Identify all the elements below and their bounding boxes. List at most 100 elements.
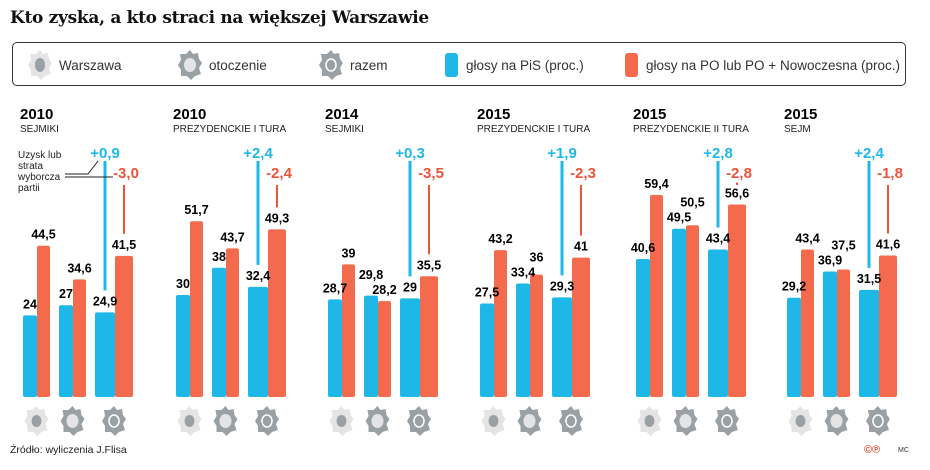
value-label-po: 59,4	[644, 177, 668, 191]
warszawa-map-icon	[788, 406, 813, 436]
bar-po-Warszawa	[342, 264, 355, 397]
bar-po-Warszawa	[650, 195, 663, 397]
value-label-pis: 28,7	[323, 281, 347, 295]
source-note: Źródło: wyliczenia J.Flisa	[10, 444, 127, 456]
otoczenie-map-icon	[517, 406, 542, 436]
legend-item-pis: głosy na PiS (proc.)	[445, 43, 584, 87]
bar-pis-razem	[248, 286, 268, 397]
legend-item-po: głosy na PO lub PO + Nowoczesna (proc.)	[625, 43, 900, 87]
legend-label: głosy na PO lub PO + Nowoczesna (proc.)	[646, 57, 900, 73]
panel-election: SEJMIKI	[325, 124, 364, 135]
legend-label: otoczenie	[209, 57, 267, 73]
bar-pis-otoczenie	[59, 305, 73, 397]
value-label-po: 37,5	[831, 239, 855, 253]
value-label-po: 56,6	[725, 187, 749, 201]
bar-pis-razem	[552, 297, 572, 397]
otoczenie-map-icon	[213, 406, 238, 436]
pis-change-label: +2,4	[243, 145, 273, 162]
value-label-po: 51,7	[184, 203, 208, 217]
panel-year: 2015	[633, 106, 666, 123]
value-label-po: 43,2	[488, 232, 512, 246]
bar-pis-razem	[95, 312, 115, 397]
value-label-po: 36	[530, 250, 544, 264]
panel-year: 2010	[20, 106, 53, 123]
po-change-label: -3,5	[418, 165, 444, 182]
value-label-po: 43,7	[220, 230, 244, 244]
warszawa-map-icon	[28, 50, 52, 80]
bar-po-razem	[115, 255, 133, 397]
bar-po-razem	[728, 204, 746, 397]
legend-label: Warszawa	[59, 57, 122, 73]
warszawa-map-icon	[329, 406, 354, 436]
bar-po-otoczenie	[378, 301, 391, 397]
value-label-pis: 29	[403, 280, 417, 294]
panel-year: 2014	[325, 106, 359, 123]
warszawa-map-icon	[481, 406, 506, 436]
razem-map-icon	[559, 406, 583, 436]
bar-po-razem	[420, 276, 438, 397]
bar-po-otoczenie	[226, 248, 239, 397]
bar-pis-Warszawa	[176, 295, 190, 397]
legend-label: głosy na PiS (proc.)	[466, 57, 584, 73]
bar-pis-otoczenie	[672, 228, 686, 397]
value-label-po: 35,5	[417, 258, 441, 272]
po-change-label: -2,4	[266, 165, 293, 182]
value-label-po: 44,5	[31, 228, 55, 242]
razem-map-icon	[319, 50, 343, 80]
bar-po-Warszawa	[37, 245, 50, 397]
value-label-pis: 30	[176, 277, 190, 291]
value-label-pis: 36,9	[818, 254, 842, 268]
bar-po-otoczenie	[837, 269, 850, 397]
bar-po-razem	[572, 257, 590, 397]
legend-item-warszawa: Warszawa	[27, 43, 122, 87]
pis-change-label: +2,8	[703, 145, 733, 162]
bar-pis-razem	[708, 249, 728, 397]
value-label-pis: 24	[23, 297, 37, 311]
razem-map-icon	[255, 406, 279, 436]
bar-pis-otoczenie	[212, 267, 226, 397]
value-label-po: 41,5	[112, 238, 136, 252]
razem-map-icon	[102, 406, 126, 436]
value-label-po: 50,5	[680, 196, 704, 210]
pis-change-label: +1,9	[547, 145, 577, 162]
panel-election: PREZYDENCKIE I TURA	[477, 124, 590, 135]
panel-year: 2010	[173, 106, 206, 123]
panel-election: SEJMIKI	[20, 124, 59, 135]
value-label-pis: 32,4	[246, 269, 270, 283]
value-label-pis: 29,8	[359, 268, 383, 282]
bar-pis-Warszawa	[23, 315, 37, 397]
value-label-pis: 33,4	[511, 265, 535, 279]
warszawa-map-icon	[24, 406, 49, 436]
value-label-pis: 27,5	[475, 286, 499, 300]
pis-change-label: +2,4	[854, 145, 884, 162]
otoczenie-map-icon	[178, 50, 202, 80]
razem-map-icon	[866, 406, 890, 436]
bar-po-otoczenie	[73, 279, 86, 397]
legend: Warszawa otoczenie razem głosy na PiS (p…	[12, 42, 906, 86]
otoczenie-map-icon	[365, 406, 390, 436]
bar-po-otoczenie	[530, 274, 543, 397]
value-label-pis: 29,3	[550, 279, 574, 293]
bar-pis-otoczenie	[364, 295, 378, 397]
panel-election: PREZYDENCKIE II TURA	[633, 124, 749, 135]
bar-po-Warszawa	[190, 221, 203, 397]
panel-year: 2015	[477, 106, 510, 123]
po-change-label: -1,8	[877, 165, 903, 182]
value-label-po: 34,6	[67, 261, 91, 275]
value-label-pis: 38	[212, 250, 226, 264]
value-label-po: 43,4	[795, 231, 819, 245]
bar-pis-Warszawa	[636, 258, 650, 397]
warszawa-map-icon	[637, 406, 662, 436]
bar-po-razem	[268, 229, 286, 397]
value-label-po: 41,6	[876, 238, 900, 252]
otoczenie-map-icon	[824, 406, 849, 436]
warszawa-map-icon	[177, 406, 202, 436]
bar-pis-Warszawa	[480, 303, 494, 397]
value-label-pis: 29,2	[782, 280, 806, 294]
value-label-pis: 43,4	[706, 231, 730, 245]
pis-swatch	[445, 53, 458, 77]
bar-pis-Warszawa	[787, 297, 801, 397]
bar-pis-Warszawa	[328, 299, 342, 397]
pis-change-label: +0,3	[395, 145, 425, 162]
